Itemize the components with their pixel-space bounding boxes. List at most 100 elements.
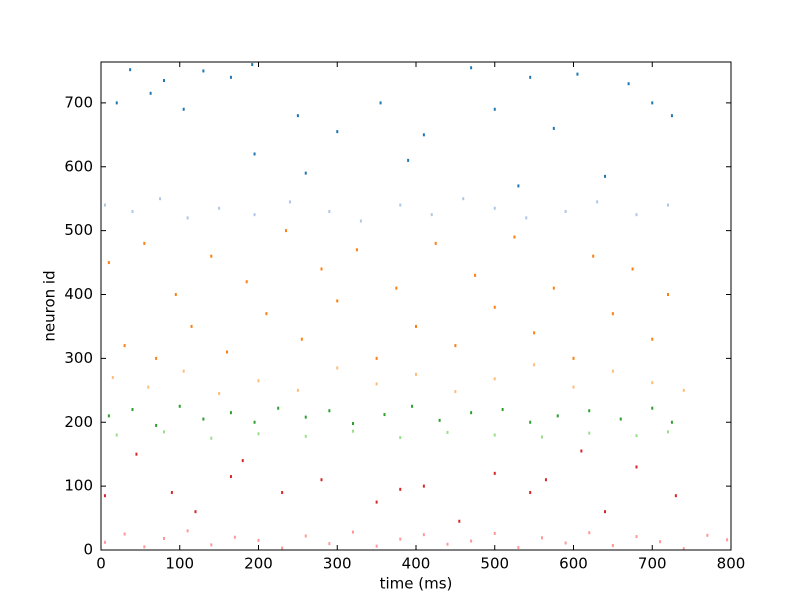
spike (533, 331, 536, 335)
spike (564, 541, 567, 545)
spike (627, 82, 630, 86)
spike (415, 372, 417, 376)
spike (580, 449, 583, 453)
plot-area (101, 62, 731, 550)
spike (470, 539, 473, 543)
spike (253, 420, 256, 424)
spike (556, 414, 559, 418)
spike (529, 420, 532, 424)
spike (328, 409, 331, 413)
spike (170, 491, 173, 495)
spike (501, 407, 504, 411)
spike (186, 529, 189, 533)
spike (320, 267, 323, 271)
spike (588, 531, 591, 535)
spike (163, 537, 165, 541)
spike (375, 544, 378, 548)
spike (576, 72, 579, 76)
spike (399, 436, 402, 440)
y-tick-label: 100 (64, 477, 93, 495)
spike (229, 411, 232, 415)
x-axis-label: time (ms) (380, 575, 453, 593)
spike (336, 299, 339, 303)
spike (493, 433, 496, 437)
spike (178, 404, 181, 408)
spike (304, 415, 307, 419)
spike (163, 79, 165, 83)
spike (159, 197, 162, 201)
x-tick-label: 300 (323, 555, 352, 573)
spike (186, 216, 189, 220)
spike (320, 478, 323, 482)
spike (541, 536, 543, 540)
spike (667, 430, 669, 434)
spike (241, 459, 244, 463)
spike (415, 324, 417, 328)
spike (163, 430, 165, 434)
spike (210, 543, 213, 547)
spike (182, 107, 185, 111)
spike (462, 197, 465, 201)
spike (375, 382, 378, 386)
spike (572, 385, 575, 389)
spike (257, 379, 260, 383)
spike (611, 312, 614, 316)
x-tick-label: 700 (638, 555, 667, 573)
y-tick-label: 200 (64, 413, 93, 431)
spike (529, 491, 532, 495)
spike (352, 530, 354, 534)
spike (304, 434, 307, 438)
spike (147, 385, 150, 389)
x-tick-label: 200 (244, 555, 273, 573)
spike (493, 531, 496, 535)
spike (434, 241, 437, 245)
spike (604, 510, 606, 514)
spike (682, 388, 685, 392)
spike (131, 209, 134, 213)
spike (454, 344, 457, 348)
spike (470, 411, 473, 415)
spike (493, 206, 496, 210)
spike (328, 209, 331, 213)
y-tick-label: 500 (64, 221, 93, 239)
spike (651, 101, 654, 105)
spike (635, 434, 638, 438)
spike (564, 209, 567, 213)
spike (399, 487, 402, 491)
spike (631, 267, 634, 271)
spike (422, 533, 425, 537)
spike (651, 381, 654, 385)
spike (277, 406, 280, 410)
marks (103, 63, 729, 551)
spike (635, 213, 638, 217)
spike (588, 431, 591, 435)
spike (446, 430, 449, 434)
spike (111, 376, 114, 380)
spike (115, 101, 118, 105)
spike (395, 286, 398, 290)
spike (155, 356, 158, 360)
spike (422, 484, 425, 488)
spike (493, 377, 496, 381)
y-tick-label: 0 (83, 541, 93, 559)
spike (611, 369, 614, 373)
spike (619, 417, 622, 421)
y-tick-label: 700 (64, 93, 93, 111)
spike (726, 538, 729, 542)
spike (218, 206, 221, 210)
spike (525, 216, 528, 220)
spike (210, 436, 213, 440)
spike (552, 286, 555, 290)
spike (257, 538, 260, 542)
spike (245, 280, 248, 284)
spike (454, 390, 457, 394)
spike (667, 293, 669, 297)
spike (635, 465, 638, 469)
spike (218, 392, 221, 396)
y-tick-label: 600 (64, 157, 93, 175)
spike (233, 535, 236, 539)
spike (135, 452, 138, 456)
spike (229, 475, 232, 479)
spike (670, 114, 673, 118)
spike (383, 413, 386, 417)
